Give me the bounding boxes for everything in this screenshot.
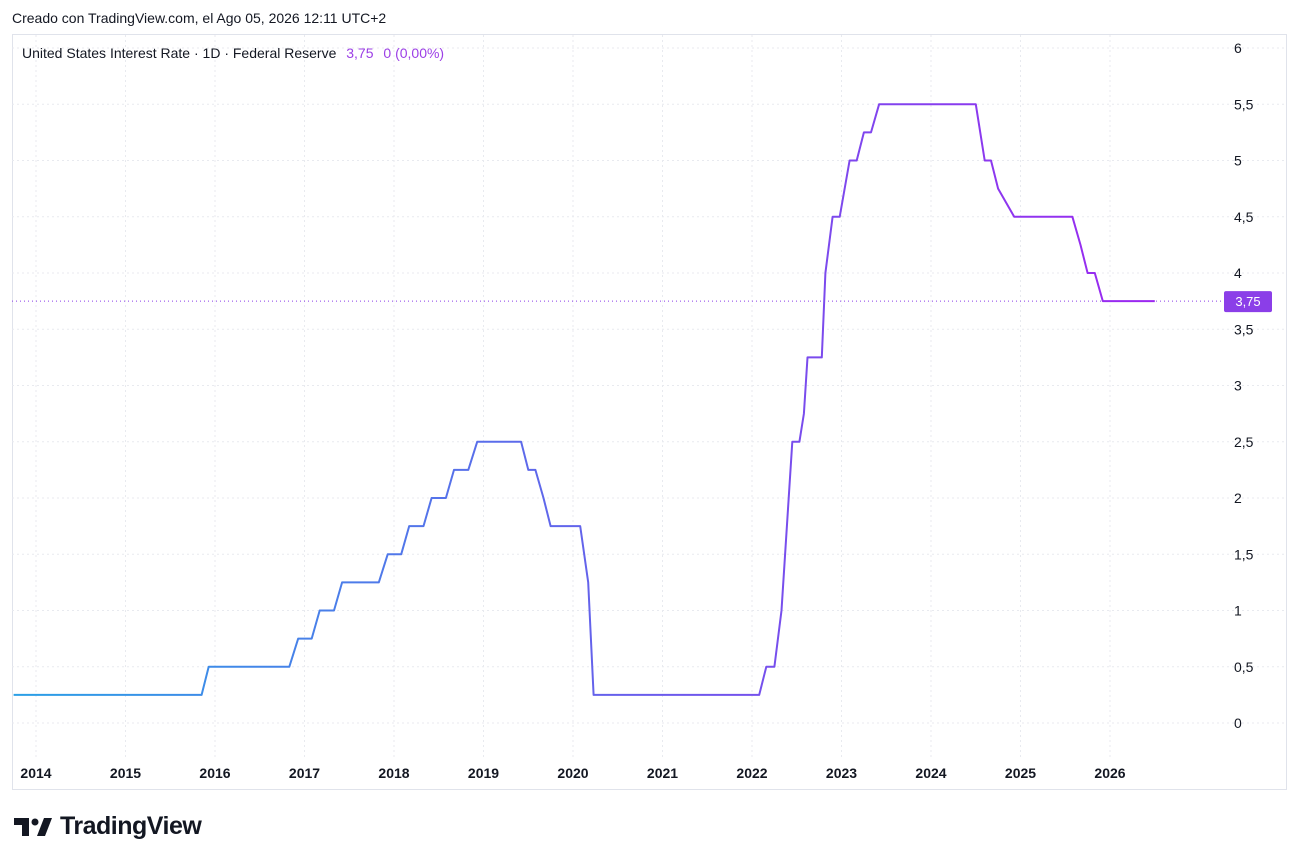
x-tick-label: 2018 bbox=[378, 765, 409, 781]
y-tick-label: 5 bbox=[1234, 153, 1242, 169]
x-tick-label: 2014 bbox=[20, 765, 51, 781]
x-tick-label: 2026 bbox=[1094, 765, 1125, 781]
x-tick-label: 2023 bbox=[826, 765, 857, 781]
y-tick-label: 6 bbox=[1234, 40, 1242, 56]
y-tick-label: 4,5 bbox=[1234, 209, 1254, 225]
grid-lines bbox=[12, 35, 1286, 758]
chart-legend: United States Interest Rate · 1D · Feder… bbox=[22, 45, 444, 61]
x-tick-label: 2019 bbox=[468, 765, 499, 781]
y-tick-label: 2,5 bbox=[1234, 434, 1254, 450]
chart-frame bbox=[12, 34, 1287, 790]
x-tick-label: 2025 bbox=[1005, 765, 1036, 781]
tradingview-brand-text: TradingView bbox=[60, 812, 202, 840]
x-axis-tick-labels: 2014 2015 2016 2017 2018 2019 2020 2021 2022 2023… bbox=[20, 765, 1125, 781]
created-with-caption: Creado con TradingView.com, el Ago 05, 2… bbox=[12, 10, 387, 26]
tradingview-footer-logo[interactable]: TradingView bbox=[14, 812, 202, 841]
y-axis-tick-labels: 0 0,5 1 1,5 2 2,5 3 3,5 4 4,5 5 5,5 6 bbox=[1234, 40, 1254, 731]
y-tick-label: 3 bbox=[1234, 378, 1242, 394]
y-tick-label: 1,5 bbox=[1234, 546, 1254, 562]
y-tick-label: 2 bbox=[1234, 490, 1242, 506]
x-tick-label: 2016 bbox=[199, 765, 230, 781]
y-tick-label: 1 bbox=[1234, 603, 1242, 619]
legend-change-value: 0 (0,00%) bbox=[383, 45, 445, 61]
tradingview-logo-icon bbox=[14, 817, 52, 836]
last-value-label-text: 3,75 bbox=[1235, 294, 1260, 309]
y-tick-label: 4 bbox=[1234, 265, 1242, 281]
last-value-price-label: 3,75 bbox=[1224, 291, 1272, 313]
x-tick-label: 2017 bbox=[289, 765, 320, 781]
y-tick-label: 5,5 bbox=[1234, 96, 1254, 112]
x-tick-label: 2020 bbox=[557, 765, 588, 781]
x-tick-label: 2021 bbox=[647, 765, 678, 781]
x-tick-label: 2024 bbox=[915, 765, 946, 781]
y-tick-label: 0 bbox=[1234, 715, 1242, 731]
interest-rate-series-line[interactable] bbox=[13, 103, 1155, 696]
y-tick-label: 0,5 bbox=[1234, 659, 1254, 675]
x-tick-label: 2022 bbox=[736, 765, 767, 781]
y-tick-label: 3,5 bbox=[1234, 321, 1254, 337]
x-tick-label: 2015 bbox=[110, 765, 141, 781]
legend-symbol-title: United States Interest Rate · 1D · Feder… bbox=[22, 45, 337, 61]
legend-current-value: 3,75 bbox=[346, 45, 374, 61]
